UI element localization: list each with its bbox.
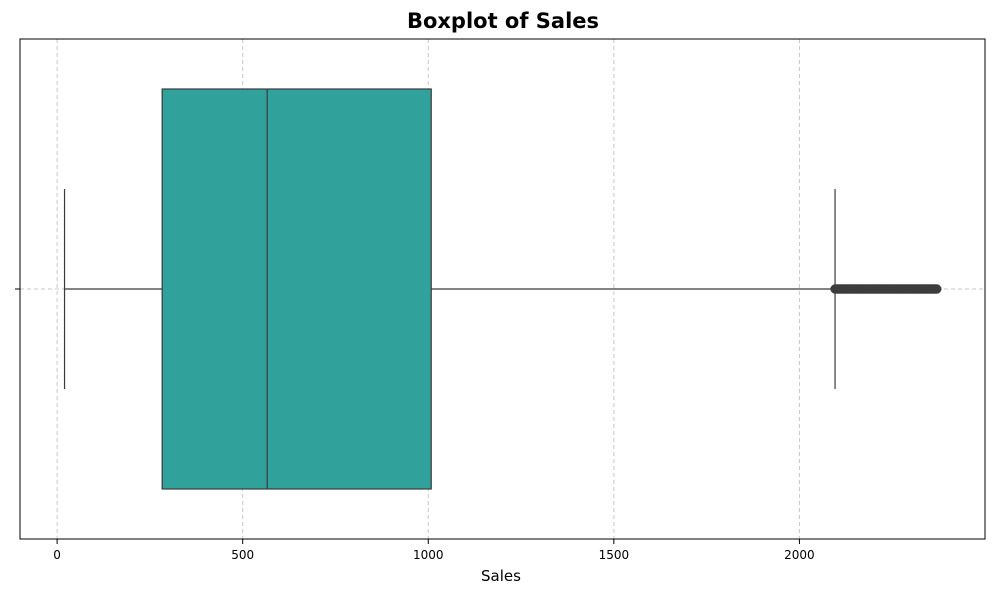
x-tick-label-1: 500 [231,548,254,562]
outlier-point [932,284,942,294]
x-tick-label-4: 2000 [784,548,815,562]
boxplot [63,88,942,490]
chart-title: Boxplot of Sales [406,9,600,33]
iqr-box [161,88,432,490]
x-tick-label-3: 1500 [599,548,630,562]
x-axis-label: Sales [481,567,521,585]
x-axis-ticks: 0 500 1000 1500 2000 [53,539,815,562]
x-tick-label-0: 0 [53,548,61,562]
x-tick-label-2: 1000 [413,548,444,562]
